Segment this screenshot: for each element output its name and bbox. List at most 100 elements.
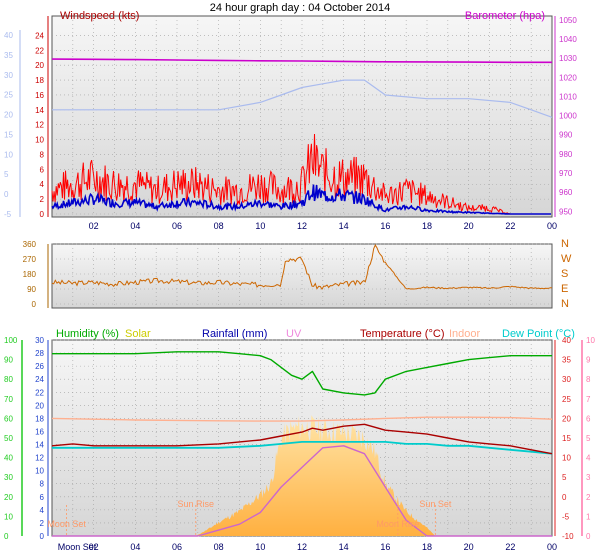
barometer-tick-label: 1020 xyxy=(559,73,577,82)
compass-label: W xyxy=(561,253,572,265)
winddir-tick-label: 0 xyxy=(32,300,37,309)
windspeed-outer-tick-label: 15 xyxy=(4,130,13,139)
temperature-tick-label: 25 xyxy=(562,395,571,404)
time-tick-label: 18 xyxy=(422,221,432,231)
time-tick-label: 00 xyxy=(547,542,557,552)
windspeed-outer-tick-label: 25 xyxy=(4,91,13,100)
time-tick-label: 08 xyxy=(214,221,224,231)
barometer-tick-label: 990 xyxy=(559,131,573,140)
windspeed-tick-label: 0 xyxy=(40,210,45,219)
windspeed-outer-tick-label: 40 xyxy=(4,31,13,40)
event-label: Sun Set xyxy=(419,499,452,509)
barometer-tick-label: 950 xyxy=(559,207,573,216)
indoor-temp-series xyxy=(51,416,553,422)
time-tick-label: 06 xyxy=(172,221,182,231)
windspeed-outer-tick-label: 20 xyxy=(4,111,13,120)
humidity-tick-label: 40 xyxy=(4,454,13,463)
windspeed-outer-tick-label: 5 xyxy=(4,170,9,179)
time-tick-label: 12 xyxy=(297,542,307,552)
time-tick-label: 14 xyxy=(339,542,349,552)
temperature-tick-label: 20 xyxy=(562,414,571,423)
winddir-tick-label: 270 xyxy=(23,255,37,264)
rainfall-tick-label: 20 xyxy=(35,401,44,410)
dewpoint-title: Dew Point (°C) xyxy=(502,328,575,340)
time-tick-label: 10 xyxy=(255,542,265,552)
rainfall-tick-label: 2 xyxy=(40,519,45,528)
rainfall-tick-label: 30 xyxy=(35,336,44,345)
windspeed-tick-label: 14 xyxy=(35,106,44,115)
dewpoint-series xyxy=(52,440,553,455)
rainfall-tick-label: 4 xyxy=(40,506,45,515)
time-tick-label: 04 xyxy=(130,221,140,231)
time-tick-label: 22 xyxy=(505,221,515,231)
time-tick-label: 20 xyxy=(464,542,474,552)
barometer-tick-label: 1040 xyxy=(559,35,577,44)
rainfall-tick-label: 24 xyxy=(35,375,44,384)
temperature-tick-label: 35 xyxy=(562,356,571,365)
barometer-tick-label: 1050 xyxy=(559,16,577,25)
compass-label: N xyxy=(561,298,569,310)
uv-tick-label: 5 xyxy=(586,434,591,443)
windspeed-axis-trace-series xyxy=(52,79,553,118)
rainfall-title: Rainfall (mm) xyxy=(202,328,267,340)
windspeed-outer-tick-label: 35 xyxy=(4,51,13,60)
solar-title: Solar xyxy=(125,328,151,340)
humidity-tick-label: 70 xyxy=(4,395,13,404)
temperature-tick-label: -5 xyxy=(562,512,570,521)
time-tick-label: 16 xyxy=(380,542,390,552)
winddir-tick-label: 90 xyxy=(27,285,36,294)
humidity-tick-label: 90 xyxy=(4,356,13,365)
time-tick-label: 16 xyxy=(380,221,390,231)
chart-title: 24 hour graph day : 04 October 2014 xyxy=(210,2,390,14)
time-tick-label: 06 xyxy=(172,542,182,552)
windspeed-tick-label: 6 xyxy=(40,165,45,174)
windspeed-outer-tick-label: 0 xyxy=(4,190,9,199)
time-tick-label: 02 xyxy=(89,542,99,552)
compass-label: S xyxy=(561,268,568,280)
rainfall-tick-label: 14 xyxy=(35,441,44,450)
rainfall-tick-label: 28 xyxy=(35,349,44,358)
windspeed-gust-series xyxy=(51,133,551,215)
compass-label: E xyxy=(561,283,568,295)
indoor-title: Indoor xyxy=(449,328,481,340)
humidity-tick-label: 80 xyxy=(4,375,13,384)
rainfall-tick-label: 8 xyxy=(40,480,45,489)
rainfall-tick-label: 18 xyxy=(35,414,44,423)
temperature-tick-label: 30 xyxy=(562,375,571,384)
uv-tick-label: 9 xyxy=(586,356,591,365)
rainfall-tick-label: 26 xyxy=(35,362,44,371)
barometer-tick-label: 960 xyxy=(559,188,573,197)
barometer-tick-label: 980 xyxy=(559,150,573,159)
rainfall-tick-label: 22 xyxy=(35,388,44,397)
time-tick-label: 08 xyxy=(214,542,224,552)
winddir-tick-label: 360 xyxy=(23,240,37,249)
barometer-series xyxy=(51,58,552,64)
windspeed-tick-label: 16 xyxy=(35,91,44,100)
event-label: Moon Set xyxy=(47,519,86,529)
uv-tick-label: 0 xyxy=(586,532,591,541)
time-tick-label: 12 xyxy=(297,221,307,231)
time-tick-label: 00 xyxy=(547,221,557,231)
uv-tick-label: 7 xyxy=(586,395,591,404)
windspeed-tick-label: 8 xyxy=(40,150,45,159)
humidity-tick-label: 20 xyxy=(4,493,13,502)
barometer-tick-label: 970 xyxy=(559,169,573,178)
rainfall-tick-label: 10 xyxy=(35,467,44,476)
windspeed-outer-tick-label: -5 xyxy=(4,210,12,219)
barometer-tick-label: 1030 xyxy=(559,54,577,63)
rainfall-tick-label: 6 xyxy=(40,493,45,502)
temperature-tick-label: -10 xyxy=(562,532,574,541)
windspeed-tick-label: 4 xyxy=(40,180,45,189)
humidity-tick-label: 10 xyxy=(4,512,13,521)
windspeed-tick-label: 2 xyxy=(40,195,45,204)
windspeed-tick-label: 20 xyxy=(35,61,44,70)
rainfall-tick-label: 0 xyxy=(40,532,45,541)
windspeed-outer-tick-label: 10 xyxy=(4,150,13,159)
uv-tick-label: 4 xyxy=(586,454,591,463)
winddir-series xyxy=(51,244,553,291)
event-label: Moon Rise xyxy=(376,519,419,529)
humidity-series xyxy=(52,351,552,396)
temperature-title: Temperature (°C) xyxy=(360,328,444,340)
solar-series xyxy=(52,415,552,536)
